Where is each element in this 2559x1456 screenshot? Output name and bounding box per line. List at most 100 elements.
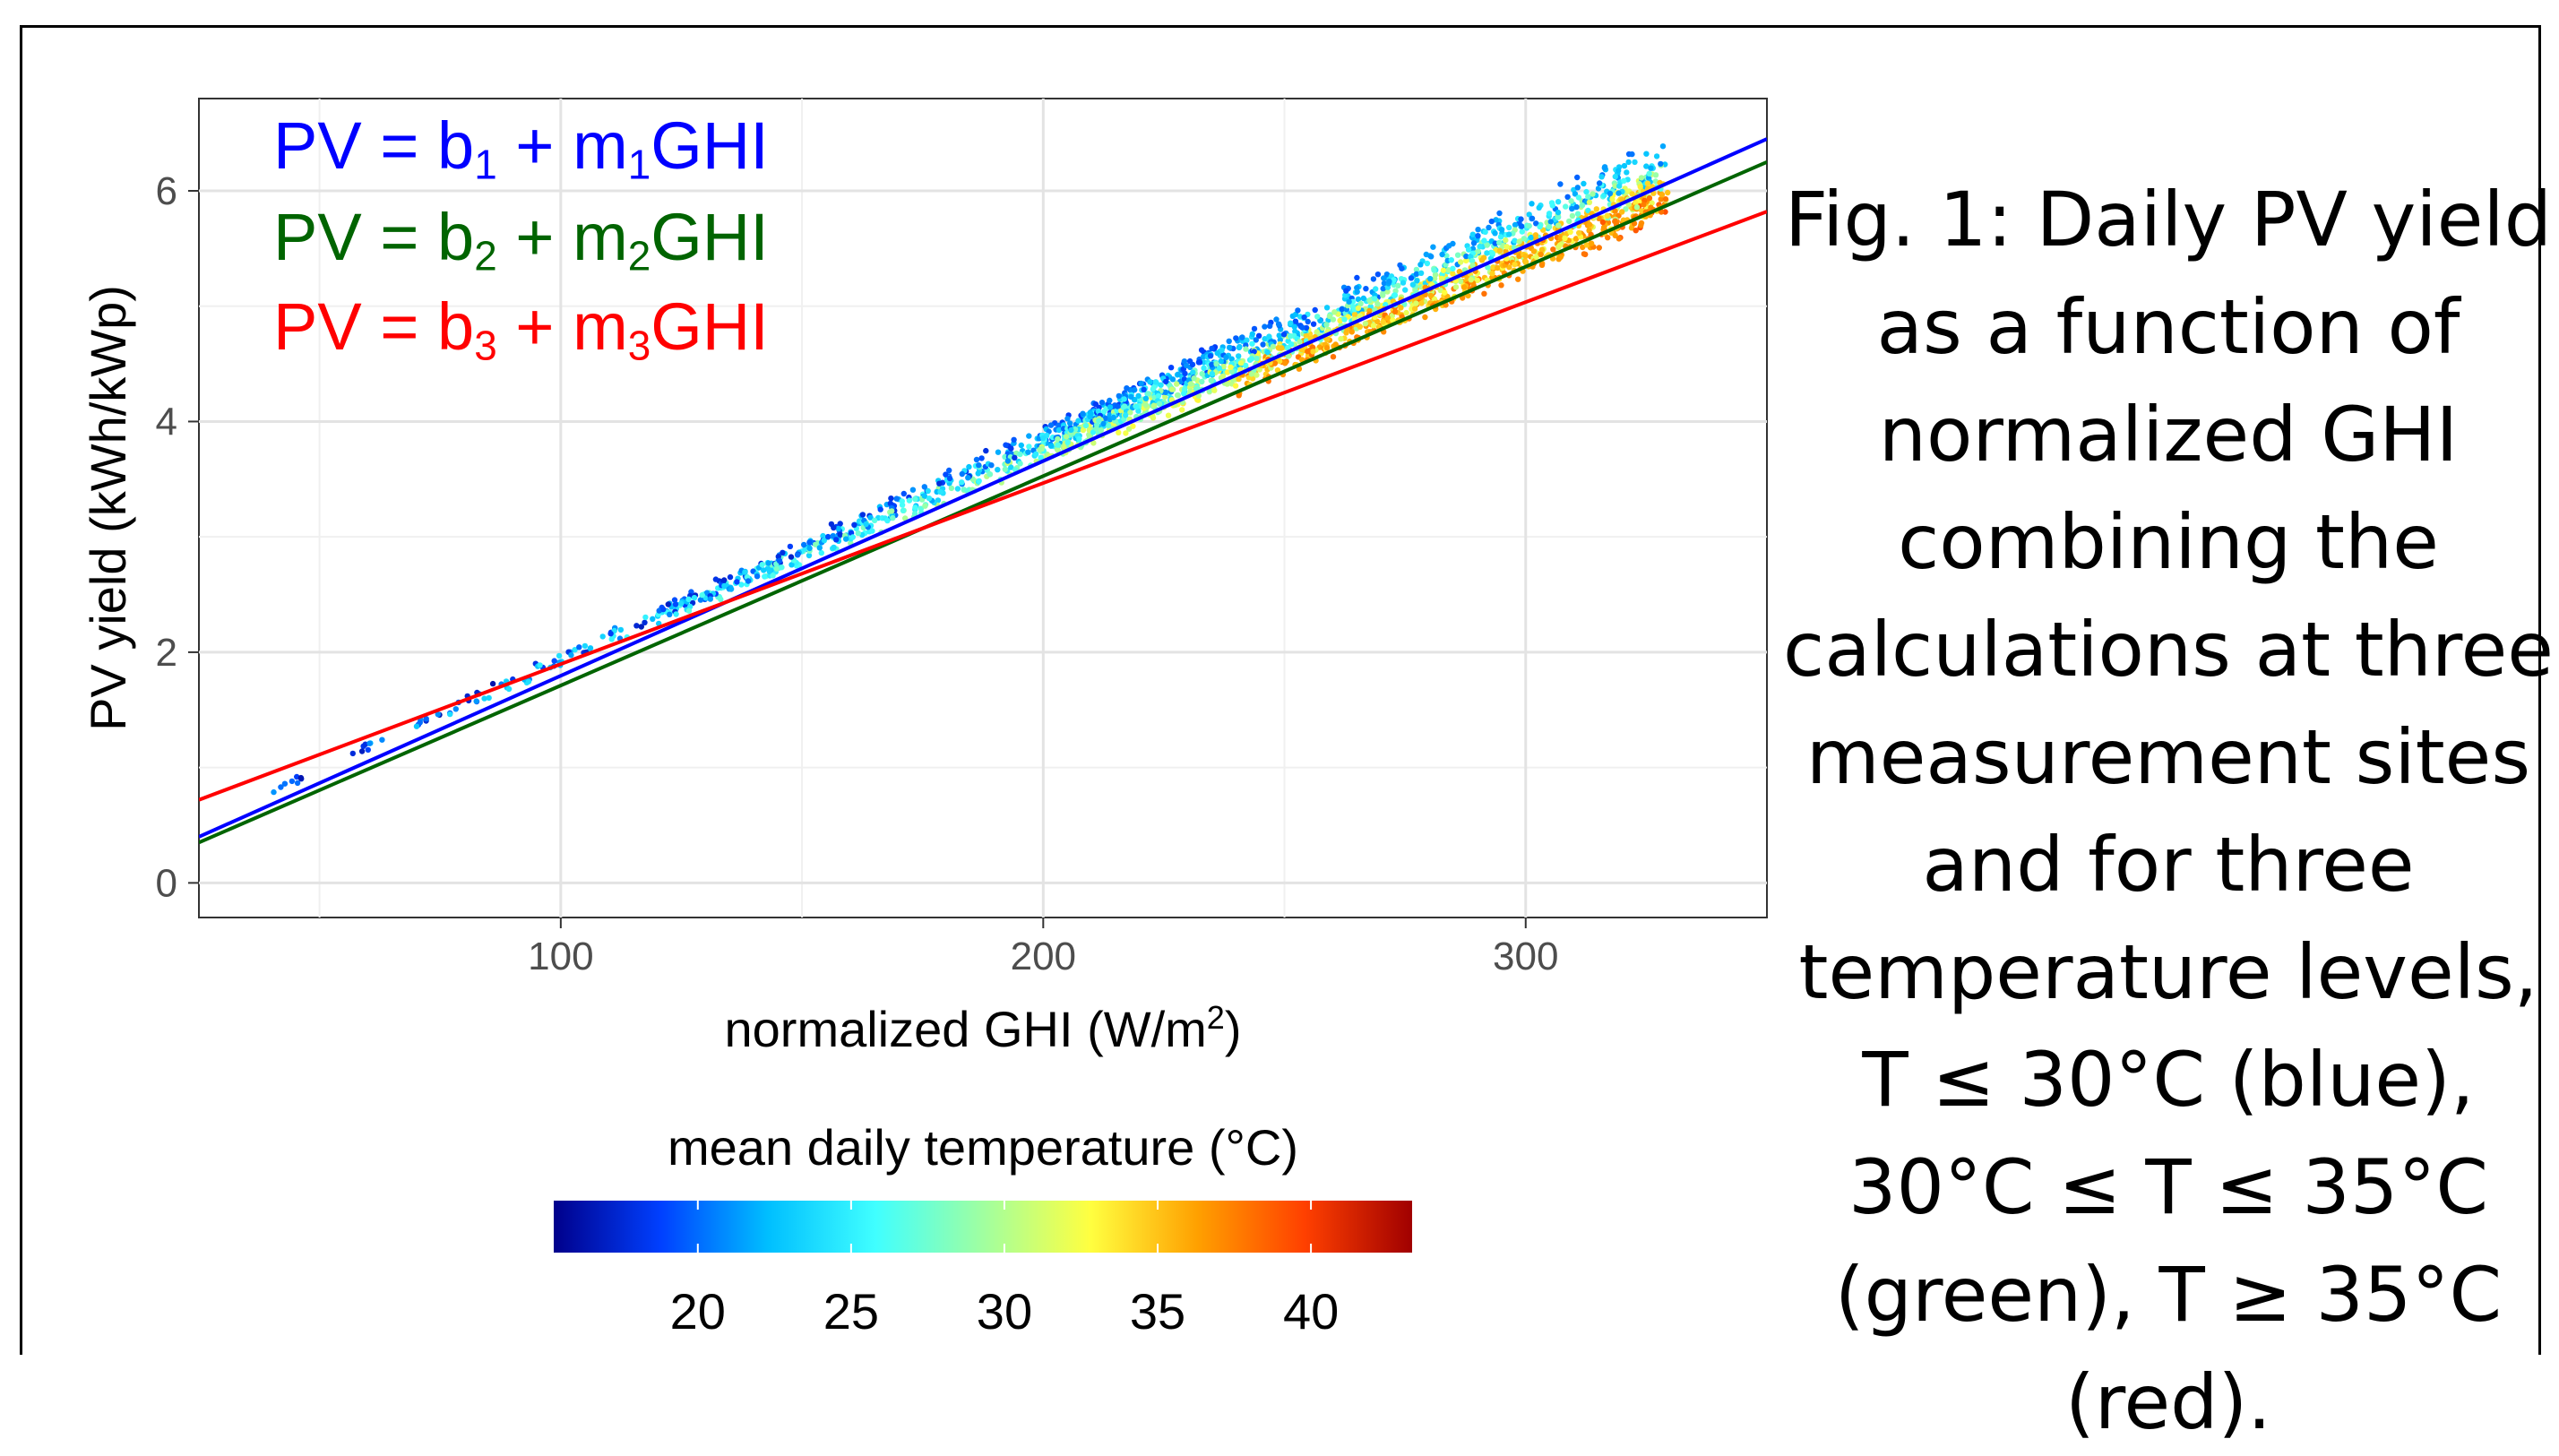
data-point bbox=[1193, 385, 1200, 392]
data-point bbox=[1439, 251, 1445, 258]
data-point bbox=[1033, 451, 1039, 457]
data-point bbox=[642, 619, 648, 625]
data-point bbox=[1417, 294, 1424, 300]
data-point bbox=[1550, 246, 1556, 253]
regression-lines bbox=[199, 137, 1767, 845]
data-point bbox=[1380, 285, 1386, 292]
data-point bbox=[1047, 443, 1055, 449]
x-tick-label: 300 bbox=[1493, 935, 1558, 978]
data-point bbox=[1233, 335, 1239, 341]
data-point bbox=[481, 695, 487, 702]
data-point bbox=[1533, 254, 1540, 260]
data-point bbox=[1305, 349, 1311, 355]
data-point bbox=[1374, 271, 1382, 278]
data-point bbox=[1249, 340, 1255, 347]
data-point bbox=[976, 478, 982, 484]
data-point bbox=[837, 531, 843, 538]
data-point bbox=[1538, 262, 1546, 268]
data-point bbox=[452, 706, 459, 712]
data-point bbox=[1150, 384, 1158, 391]
data-point bbox=[1399, 265, 1405, 271]
data-point bbox=[1533, 220, 1539, 227]
data-point bbox=[1536, 204, 1542, 211]
data-point bbox=[1644, 180, 1651, 186]
data-point bbox=[358, 748, 366, 754]
data-point bbox=[1267, 323, 1273, 329]
data-point bbox=[965, 475, 971, 481]
data-point bbox=[1075, 418, 1081, 424]
data-point bbox=[902, 515, 909, 521]
data-point bbox=[888, 495, 894, 502]
data-point bbox=[1214, 349, 1220, 357]
data-point bbox=[759, 562, 765, 568]
data-point bbox=[1186, 358, 1193, 365]
data-point bbox=[1348, 329, 1356, 335]
data-point bbox=[1291, 323, 1297, 330]
data-point bbox=[1314, 329, 1321, 335]
data-point bbox=[1424, 260, 1431, 267]
data-point bbox=[1413, 300, 1419, 306]
data-point bbox=[1574, 211, 1581, 217]
data-point bbox=[1332, 341, 1339, 348]
data-point bbox=[1343, 288, 1349, 294]
data-point bbox=[489, 680, 496, 687]
data-point bbox=[1219, 373, 1227, 380]
data-point bbox=[1659, 143, 1667, 150]
data-point bbox=[1309, 344, 1316, 350]
data-point bbox=[851, 521, 857, 528]
data-point bbox=[1243, 346, 1249, 352]
data-point bbox=[1469, 257, 1476, 264]
data-point bbox=[1411, 306, 1418, 312]
data-point bbox=[1174, 381, 1180, 387]
data-point bbox=[1528, 234, 1535, 241]
data-point bbox=[1423, 251, 1430, 258]
data-point bbox=[1596, 180, 1603, 186]
data-point bbox=[1301, 314, 1307, 321]
data-point bbox=[1596, 215, 1602, 221]
data-point bbox=[1448, 257, 1455, 263]
data-point bbox=[1288, 341, 1295, 348]
data-point bbox=[987, 470, 993, 478]
data-point bbox=[794, 552, 801, 558]
data-point bbox=[1123, 430, 1129, 436]
data-point bbox=[1518, 216, 1524, 222]
data-point bbox=[1082, 422, 1090, 429]
data-point bbox=[1357, 300, 1364, 307]
data-point bbox=[417, 719, 423, 726]
data-point bbox=[1658, 160, 1664, 168]
data-point bbox=[1496, 210, 1503, 217]
data-point bbox=[1446, 243, 1452, 249]
data-point bbox=[691, 594, 698, 601]
data-point bbox=[1450, 271, 1456, 277]
data-point bbox=[1298, 357, 1305, 363]
data-point bbox=[1633, 204, 1641, 211]
data-point bbox=[1555, 209, 1562, 216]
data-point bbox=[1484, 250, 1490, 256]
data-point bbox=[1147, 379, 1153, 385]
data-point bbox=[1643, 151, 1650, 157]
data-point bbox=[1580, 244, 1586, 251]
data-point bbox=[1593, 206, 1600, 212]
data-point bbox=[1386, 279, 1392, 285]
data-point bbox=[660, 606, 667, 613]
data-point bbox=[1055, 426, 1063, 434]
data-point bbox=[855, 530, 861, 537]
data-point bbox=[1253, 337, 1260, 343]
data-point bbox=[1557, 254, 1564, 260]
data-point bbox=[1190, 369, 1196, 375]
data-point bbox=[1526, 222, 1532, 229]
data-point bbox=[1008, 464, 1014, 470]
data-point bbox=[1632, 159, 1638, 166]
data-point bbox=[537, 662, 543, 668]
data-point bbox=[921, 484, 928, 490]
data-point bbox=[1391, 277, 1397, 283]
data-point bbox=[1490, 264, 1496, 271]
data-point bbox=[1110, 414, 1117, 421]
data-point bbox=[1232, 383, 1239, 389]
data-point bbox=[1417, 270, 1425, 276]
data-point bbox=[712, 576, 719, 582]
data-point bbox=[1506, 224, 1512, 231]
x-axis-label: normalized GHI (W/m2) bbox=[725, 999, 1242, 1058]
data-point bbox=[1132, 386, 1138, 393]
data-point bbox=[825, 533, 831, 540]
